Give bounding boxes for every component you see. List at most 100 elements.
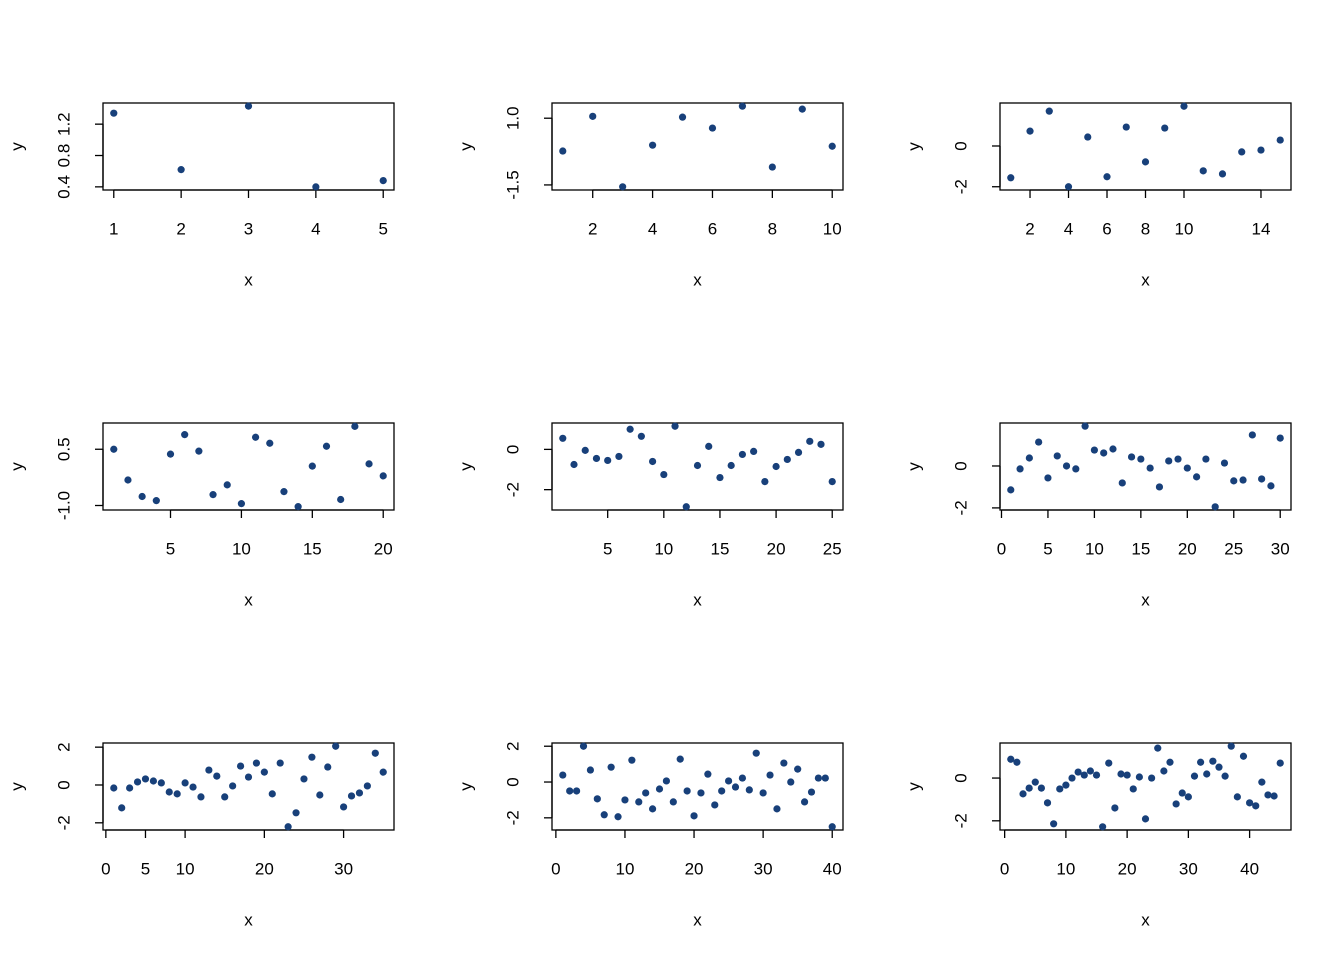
plot-frame xyxy=(551,742,844,831)
point xyxy=(1025,454,1033,462)
point xyxy=(806,437,814,445)
point xyxy=(716,473,724,482)
x-tick-label: 10 xyxy=(615,859,634,878)
point xyxy=(604,456,612,465)
point xyxy=(236,762,245,770)
point xyxy=(1013,758,1021,766)
y-tick-label: 0 xyxy=(54,780,73,789)
point xyxy=(292,809,300,817)
point xyxy=(718,787,726,795)
point xyxy=(766,771,774,779)
point xyxy=(1137,455,1145,463)
y-tick-label: -2 xyxy=(951,813,970,828)
point xyxy=(1220,459,1229,467)
point xyxy=(1246,799,1254,807)
y-tick-label: 0 xyxy=(503,777,522,786)
point xyxy=(229,782,237,790)
point xyxy=(355,789,364,797)
x-tick-label: 2 xyxy=(588,219,597,238)
point xyxy=(1122,123,1130,131)
point xyxy=(711,801,719,809)
x-axis-label: x xyxy=(1141,910,1150,929)
point xyxy=(1161,124,1169,132)
point xyxy=(266,439,274,447)
x-tick-label: 40 xyxy=(823,859,842,878)
y-axis-label: y xyxy=(904,142,923,151)
point xyxy=(1007,755,1015,763)
point xyxy=(177,166,185,174)
point xyxy=(118,804,126,812)
point xyxy=(276,759,284,767)
x-tick-label: 5 xyxy=(166,539,175,558)
point xyxy=(1099,823,1107,831)
point xyxy=(800,798,809,806)
x-tick-label: 4 xyxy=(1064,219,1073,238)
point xyxy=(133,778,142,786)
point xyxy=(1227,742,1235,750)
point xyxy=(690,812,698,820)
x-tick-label: 20 xyxy=(255,859,274,878)
x-axis-label: x xyxy=(1141,270,1150,289)
point xyxy=(1086,767,1094,775)
x-tick-label: 0 xyxy=(101,859,110,878)
plot-frame xyxy=(999,422,1292,511)
point xyxy=(1064,183,1073,191)
y-tick-label: 0 xyxy=(503,445,522,454)
point xyxy=(693,461,702,470)
point xyxy=(1239,476,1247,484)
y-axis-label: y xyxy=(904,782,923,791)
point xyxy=(738,774,747,782)
point xyxy=(807,788,816,796)
point xyxy=(181,431,189,439)
point xyxy=(1264,791,1272,799)
point xyxy=(1080,771,1088,779)
point xyxy=(1215,763,1223,771)
point xyxy=(1007,174,1015,182)
x-tick-label: 20 xyxy=(374,539,393,558)
point xyxy=(708,124,717,132)
point xyxy=(1109,445,1117,453)
point xyxy=(1141,815,1150,823)
y-tick-label: -2 xyxy=(54,815,73,830)
point xyxy=(223,481,231,489)
x-tick-label: 5 xyxy=(378,219,387,238)
point xyxy=(1092,771,1101,779)
point xyxy=(1233,793,1241,801)
point xyxy=(655,785,664,793)
point xyxy=(1031,778,1039,786)
point xyxy=(607,763,615,771)
point xyxy=(1026,127,1034,135)
point xyxy=(669,798,677,806)
point xyxy=(1123,771,1131,779)
y-axis-label: y xyxy=(456,782,475,791)
point xyxy=(173,790,181,798)
point xyxy=(1276,759,1284,767)
point xyxy=(181,779,189,787)
point xyxy=(141,775,150,783)
point xyxy=(572,787,581,795)
x-tick-label: 15 xyxy=(1131,539,1150,558)
point xyxy=(205,766,213,774)
point xyxy=(138,492,146,501)
point xyxy=(759,789,767,797)
y-tick-label: -2 xyxy=(503,810,522,825)
x-tick-label: 20 xyxy=(685,859,704,878)
point xyxy=(308,462,316,470)
point xyxy=(705,442,713,450)
point xyxy=(363,782,371,790)
x-tick-label: 0 xyxy=(551,859,560,878)
point xyxy=(1258,475,1266,483)
point xyxy=(213,772,221,780)
point xyxy=(1074,768,1082,776)
point xyxy=(1117,770,1125,778)
point xyxy=(1276,434,1284,442)
point xyxy=(761,478,769,486)
point xyxy=(1258,778,1266,786)
point xyxy=(626,425,634,433)
x-tick-label: 10 xyxy=(176,859,195,878)
y-axis-label: y xyxy=(904,462,923,471)
point xyxy=(752,749,760,757)
point xyxy=(1218,170,1227,178)
point xyxy=(1202,455,1210,463)
point xyxy=(678,113,687,121)
